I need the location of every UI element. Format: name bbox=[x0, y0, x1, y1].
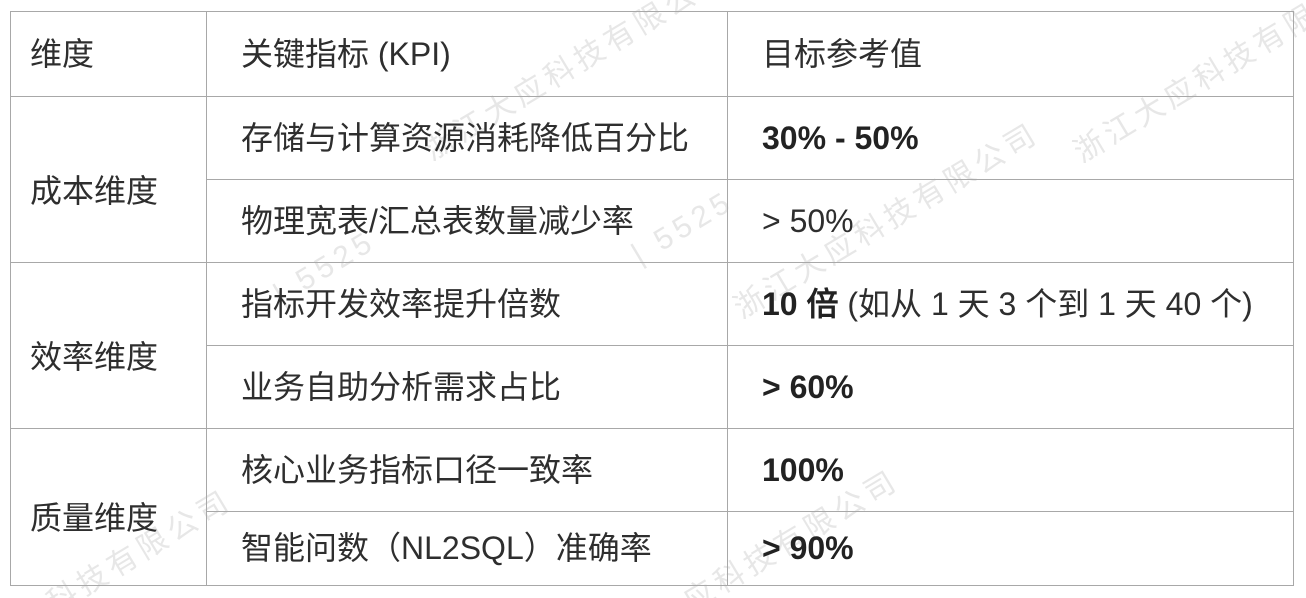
dimension-cell-efficiency: 效率维度 bbox=[10, 262, 207, 429]
target-value-rest: > 50% bbox=[762, 202, 854, 239]
table-row: 质量维度 核心业务指标口径一致率 100% bbox=[10, 428, 1294, 586]
table-header-row: 维度 关键指标 (KPI) 目标参考值 bbox=[10, 11, 1294, 97]
target-value-strong: 30% - 50% bbox=[762, 119, 919, 156]
target-value-strong: > 90% bbox=[762, 530, 854, 567]
target-cell: > 50% bbox=[727, 179, 1294, 263]
kpi-table: 维度 关键指标 (KPI) 目标参考值 成本维度 存储与计算资源消耗降低百分比 … bbox=[10, 11, 1294, 586]
column-header-dimension: 维度 bbox=[10, 11, 207, 97]
kpi-cell: 核心业务指标口径一致率 bbox=[206, 428, 728, 512]
dimension-cell-cost: 成本维度 bbox=[10, 96, 207, 263]
table-row: 成本维度 存储与计算资源消耗降低百分比 30% - 50% bbox=[10, 96, 1294, 263]
column-header-kpi: 关键指标 (KPI) bbox=[206, 11, 728, 97]
kpi-cell: 存储与计算资源消耗降低百分比 bbox=[206, 96, 728, 180]
target-cell: > 60% bbox=[727, 345, 1294, 429]
table-row: 智能问数（NL2SQL）准确率 > 90% bbox=[11, 511, 1294, 586]
target-value-strong: 100% bbox=[762, 451, 844, 488]
target-value-rest: (如从 1 天 3 个到 1 天 40 个) bbox=[838, 285, 1253, 322]
target-value-strong: > 60% bbox=[762, 368, 854, 405]
target-cell: 30% - 50% bbox=[727, 96, 1294, 180]
target-cell: > 90% bbox=[727, 511, 1294, 586]
kpi-cell: 智能问数（NL2SQL）准确率 bbox=[206, 511, 728, 586]
target-value-strong: 10 倍 bbox=[762, 285, 839, 322]
column-header-target: 目标参考值 bbox=[727, 11, 1294, 97]
kpi-cell: 指标开发效率提升倍数 bbox=[206, 262, 728, 346]
table-row: 物理宽表/汇总表数量减少率 > 50% bbox=[11, 179, 1294, 263]
target-cell: 100% bbox=[727, 428, 1294, 512]
dimension-cell-quality: 质量维度 bbox=[10, 428, 207, 586]
kpi-cell: 业务自助分析需求占比 bbox=[206, 345, 728, 429]
target-cell: 10 倍 (如从 1 天 3 个到 1 天 40 个) bbox=[727, 262, 1294, 346]
table-row: 效率维度 指标开发效率提升倍数 10 倍 (如从 1 天 3 个到 1 天 40… bbox=[10, 262, 1294, 429]
kpi-cell: 物理宽表/汇总表数量减少率 bbox=[206, 179, 728, 263]
